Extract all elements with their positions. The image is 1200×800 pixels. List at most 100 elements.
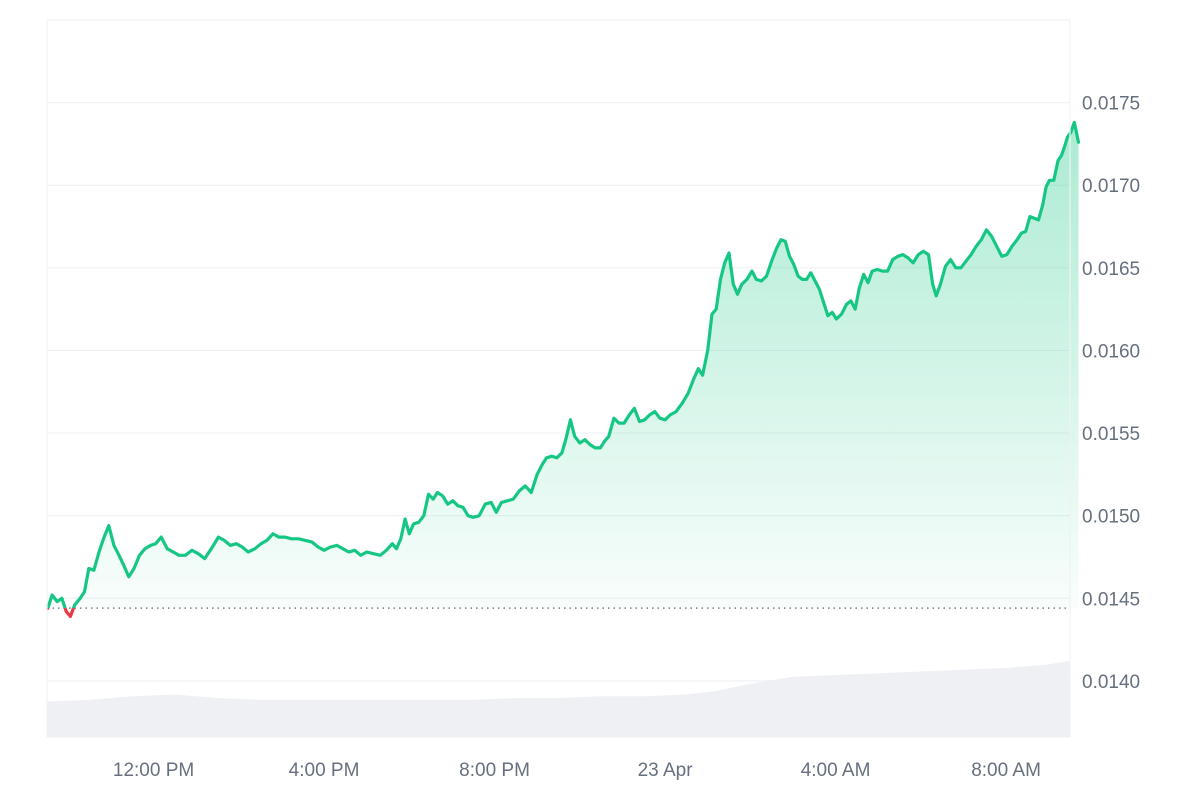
volume-bar [196,696,201,737]
price-line[interactable] [46,120,1081,618]
volume-bar [763,681,768,737]
volume-bar [1001,668,1007,737]
volume-bar [660,695,666,737]
volume-bar [733,686,738,737]
y-tick-label: 0.0160 [1082,341,1140,362]
volume-bar [336,699,342,737]
volume-bar [179,695,184,737]
volume-bar [149,695,154,737]
volume-bar [255,699,261,737]
volume-bar [400,699,406,737]
volume-bar [358,699,363,737]
volume-bar [912,671,917,737]
volume-bar [618,696,623,737]
x-tick-label: 8:00 AM [971,760,1041,781]
volume-bar [827,675,832,737]
volume-bar [848,674,853,737]
volume-bar [302,699,308,737]
volume-bar [916,671,922,737]
volume-bar [106,698,112,737]
volume-bar [690,693,696,737]
volume-bar [251,699,257,737]
price-area-fill [47,122,1079,609]
volume-bar [652,695,657,737]
volume-bar [1031,665,1037,737]
volume-bar [362,699,367,737]
volume-bar [584,696,589,737]
x-tick-label: 12:00 PM [113,760,194,781]
volume-bar [140,695,146,737]
price-line-up[interactable] [46,120,1081,616]
volume-bar [110,697,116,737]
volume-bar [477,699,483,737]
volume-bar [946,670,951,737]
volume-bar [132,696,137,737]
y-axis: 0.0140 0.0145 0.0150 0.0155 0.0160 0.0165 0.01… [1082,94,1140,693]
volume-bar [515,698,521,737]
volume-bar [797,676,802,737]
volume-bar [170,694,176,737]
volume-bar [319,699,325,737]
volume-bar [464,699,470,737]
volume-bar [426,699,431,737]
volume-bar [68,700,73,737]
volume-bar [562,697,568,737]
volume-bar [341,699,346,737]
volume-bar [183,695,188,737]
volume-bar [831,675,836,737]
volume-bar [447,699,453,737]
volume-bar [1057,662,1062,737]
volume-bar [554,698,559,737]
volume-bar [869,673,875,737]
volume-bar [486,699,491,737]
volume-bar [1006,667,1011,737]
volume-bar [656,695,662,737]
volume-bar [443,699,448,737]
volume-bar [861,673,866,737]
volume-bar [545,698,551,737]
volume-bar [451,699,457,737]
volume-bar [882,673,888,737]
y-tick-label: 0.0170 [1082,176,1140,197]
volume-bar [558,697,564,737]
volume-bar [605,696,610,737]
volume-bar [878,673,883,737]
volume-bar [520,698,525,737]
volume-bar [993,668,998,737]
volume-bar [937,670,943,737]
volume-bar [865,673,870,737]
volume-bar [370,699,376,737]
volume-bar [392,699,397,737]
volume-bar [984,668,990,737]
volume-bar [221,698,227,737]
volume-bar [247,699,252,737]
volume-bar [601,696,606,737]
volume-bar [737,686,743,737]
volume-bar [409,699,414,737]
volume-bar [345,699,350,737]
volume-bar [47,701,52,737]
volume-bar [98,698,103,737]
volume-bar [720,689,726,737]
volume-bar [153,695,159,737]
x-tick-label: 4:00 AM [801,760,871,781]
volume-bar [89,699,95,737]
volume-bar [801,676,807,737]
y-tick-label: 0.0150 [1082,507,1140,528]
volume-bar [626,696,632,737]
volume-bar [1035,665,1041,737]
volume-bar [468,699,474,737]
volume-bar [204,697,210,737]
volume-bar [136,696,142,737]
volume-bar [635,696,640,737]
volume-bar [379,699,385,737]
volume-bar [413,699,419,737]
volume-bar [1044,664,1049,737]
volume-bar [123,696,129,737]
volume-bar [417,699,423,737]
volume-bar [315,699,321,737]
volume-bar [588,696,593,737]
volume-bar [771,680,777,737]
